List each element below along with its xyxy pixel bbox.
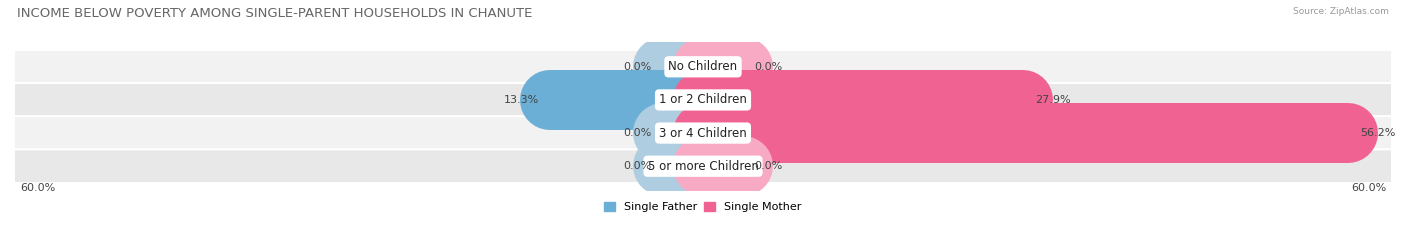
Text: Source: ZipAtlas.com: Source: ZipAtlas.com — [1294, 7, 1389, 16]
FancyBboxPatch shape — [14, 50, 1392, 84]
Legend: Single Father, Single Mother: Single Father, Single Mother — [605, 202, 801, 212]
Text: 0.0%: 0.0% — [755, 161, 783, 171]
Text: No Children: No Children — [668, 60, 738, 73]
FancyBboxPatch shape — [14, 83, 1392, 117]
Text: 0.0%: 0.0% — [623, 128, 651, 138]
Text: 60.0%: 60.0% — [1351, 183, 1386, 193]
FancyBboxPatch shape — [14, 116, 1392, 150]
Text: 5 or more Children: 5 or more Children — [648, 160, 758, 173]
Text: 60.0%: 60.0% — [20, 183, 55, 193]
Text: 1 or 2 Children: 1 or 2 Children — [659, 93, 747, 106]
Text: 27.9%: 27.9% — [1035, 95, 1070, 105]
Text: INCOME BELOW POVERTY AMONG SINGLE-PARENT HOUSEHOLDS IN CHANUTE: INCOME BELOW POVERTY AMONG SINGLE-PARENT… — [17, 7, 533, 20]
Text: 0.0%: 0.0% — [623, 62, 651, 72]
FancyBboxPatch shape — [14, 149, 1392, 183]
Text: 0.0%: 0.0% — [755, 62, 783, 72]
Text: 0.0%: 0.0% — [623, 161, 651, 171]
Text: 56.2%: 56.2% — [1360, 128, 1395, 138]
Text: 3 or 4 Children: 3 or 4 Children — [659, 127, 747, 140]
Text: 13.3%: 13.3% — [503, 95, 538, 105]
